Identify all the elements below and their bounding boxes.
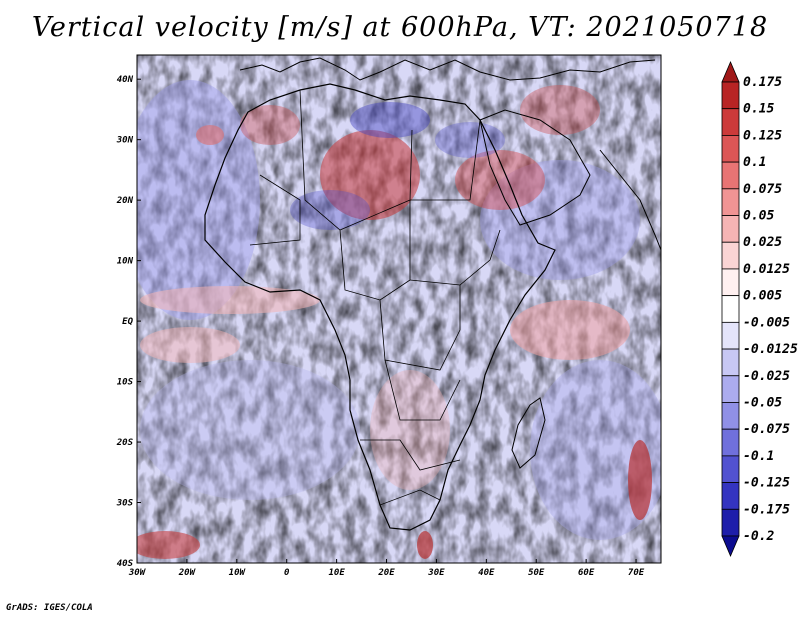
colorbar-label: 0.05 — [743, 209, 774, 224]
lat-label: 30N — [116, 136, 134, 146]
map-title: Vertical velocity [m/s] at 600hPa, VT: 2… — [31, 12, 769, 43]
lon-label: 30E — [427, 568, 445, 578]
colorbar-label: -0.05 — [743, 395, 782, 410]
lon-label: 10W — [229, 568, 247, 578]
colorbar-bin — [721, 268, 740, 297]
lon-label: 0 — [284, 568, 290, 578]
colorbar-label: 0.175 — [743, 75, 782, 90]
lon-label: 60E — [578, 568, 595, 578]
colorbar-label: -0.0125 — [743, 342, 798, 357]
lat-label: 40N — [117, 75, 134, 85]
colorbar-bin — [721, 455, 740, 483]
colorbar-bin — [721, 215, 740, 243]
colorbar-bin — [721, 188, 740, 216]
lon-label: 70E — [628, 568, 645, 578]
lat-label: 20S — [116, 438, 134, 448]
lat-label: 10S — [117, 378, 134, 388]
africa-coastline — [204, 83, 556, 531]
plot-frame — [136, 54, 662, 564]
europe-coastline — [239, 57, 656, 81]
lon-label: 10E — [328, 568, 345, 578]
colorbar-bin — [721, 402, 740, 430]
colorbar-bin — [721, 535, 740, 558]
lat-label: 40S — [117, 559, 134, 569]
colorbar-label: -0.2 — [743, 529, 774, 544]
colorbar-bin — [721, 108, 740, 136]
colorbar-bin — [721, 241, 740, 270]
colorbar-bin — [721, 508, 740, 537]
colorbar-bin — [721, 295, 740, 323]
colorbar-bin — [721, 375, 740, 403]
lon-label: 40E — [478, 568, 495, 578]
lat-label: EQ — [122, 317, 133, 327]
arabia-coastline — [479, 109, 591, 226]
colorbar-label: -0.125 — [743, 476, 790, 491]
colorbar-bin — [721, 321, 740, 350]
colorbar-bin — [721, 348, 740, 377]
colorbar-label: 0.0125 — [743, 262, 790, 277]
colorbar: 0.175 0.15 0.125 0.1 0.075 0.05 0.025 0.0125 0.0… — [721, 60, 798, 558]
colorbar-label: 0.15 — [743, 102, 774, 117]
colorbar-bin — [721, 161, 740, 190]
lat-label: 10N — [117, 257, 134, 267]
lon-label: 50E — [528, 568, 545, 578]
lon-label: 20E — [377, 568, 395, 578]
lon-label: 30W — [128, 568, 147, 578]
colorbar-bin — [721, 482, 740, 510]
colorbar-bin — [721, 81, 740, 110]
madagascar-coastline — [511, 397, 546, 469]
colorbar-label: -0.075 — [743, 422, 790, 437]
colorbar-label: 0.1 — [743, 155, 766, 170]
asia-coastline — [599, 149, 661, 251]
colorbar-label: 0.005 — [743, 289, 782, 304]
lon-label: 20W — [178, 568, 197, 578]
velocity-field — [137, 55, 661, 563]
colorbar-label: -0.005 — [743, 315, 790, 330]
colorbar-label: 0.125 — [743, 128, 782, 143]
grads-credit: GrADS: IGES/COLA — [6, 603, 93, 613]
colorbar-bin — [721, 135, 740, 163]
colorbar-label: -0.175 — [743, 502, 790, 517]
longitude-axis: 30W 20W 10W 0 10E 20E 30E 40E 50E 60E 70E — [128, 559, 645, 578]
lat-label: 30S — [116, 499, 134, 509]
colorbar-label: -0.025 — [743, 369, 790, 384]
colorbar-label: 0.025 — [743, 235, 782, 250]
colorbar-bin — [721, 60, 740, 83]
lat-label: 20N — [116, 196, 134, 206]
colorbar-label: -0.1 — [743, 449, 774, 464]
colorbar-label: 0.075 — [743, 182, 782, 197]
latitude-axis: 40N 30N 20N 10N EQ 10S 20S 30S 40S — [116, 75, 141, 569]
country-borders — [249, 89, 501, 506]
colorbar-bin — [721, 428, 740, 457]
